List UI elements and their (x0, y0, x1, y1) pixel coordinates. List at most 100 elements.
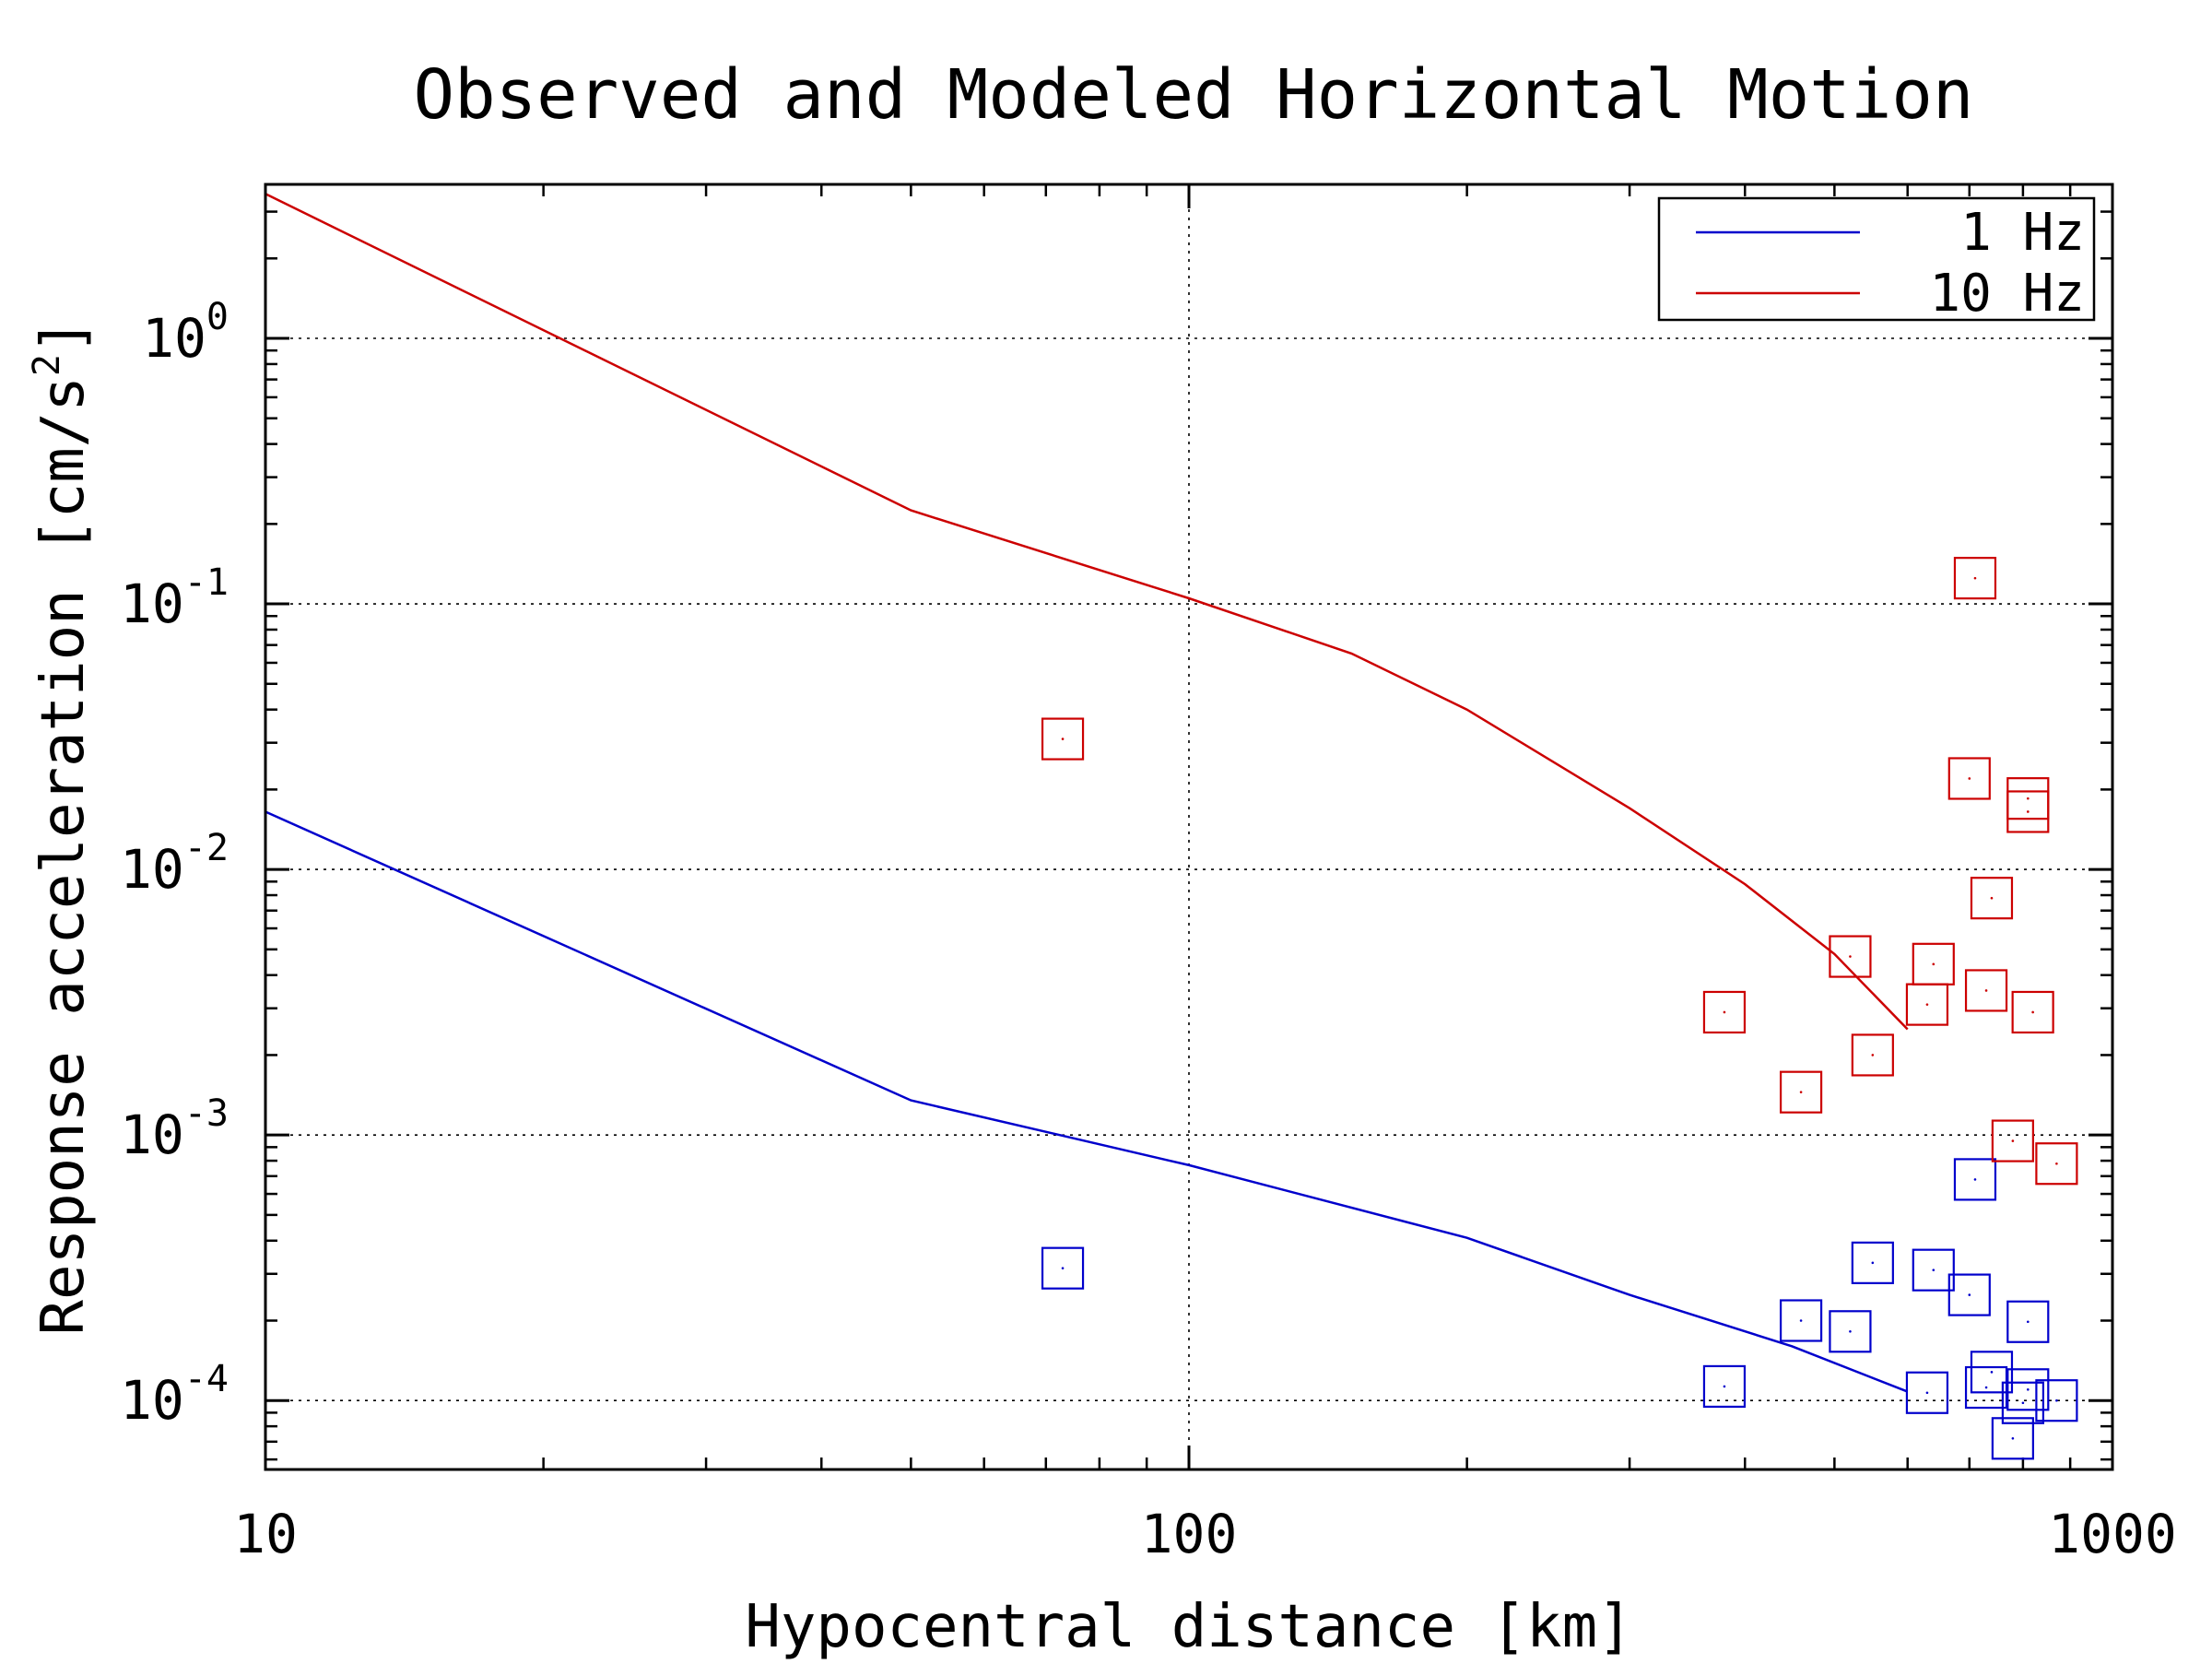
observed-point-1-hz (2006, 1368, 2050, 1411)
observed-point-center-1-hz (2055, 1398, 2058, 1402)
observed-point-center-1-hz (1871, 1261, 1875, 1265)
observed-point-1-hz (2006, 1300, 2050, 1343)
observed-point-10-hz (2011, 990, 2054, 1034)
observed-point-1-hz (1702, 1364, 1747, 1409)
observed-point-10-hz (1964, 969, 2008, 1012)
observed-point-center-10-hz (1925, 1003, 1929, 1006)
y-tick-exponent: -3 (184, 1092, 229, 1135)
y-axis-label: Response acceleration [cm/s2] (26, 319, 98, 1336)
observed-point-center-1-hz (1932, 1269, 1936, 1271)
observed-point-center-10-hz (1932, 962, 1936, 966)
observed-point-1-hz (1964, 1365, 2008, 1410)
observed-point-10-hz (1970, 877, 2014, 920)
observed-point-center-1-hz (1925, 1391, 1929, 1395)
model-line-1-hz (265, 810, 1909, 1393)
observed-point-1-hz (1905, 1371, 1949, 1414)
y-tick-base: 10 (120, 572, 184, 635)
observed-point-1-hz (1991, 1417, 2034, 1460)
y-axis-label-suffix: ] (29, 319, 98, 355)
observed-point-center-10-hz (1973, 576, 1977, 580)
observed-points (1041, 557, 2078, 1460)
y-tick-base: 10 (120, 838, 184, 901)
y-tick-label: 10-3 (120, 1092, 229, 1166)
observed-point-10-hz (1947, 757, 1991, 800)
observed-point-center-1-hz (2027, 1387, 2030, 1391)
observed-point-center-1-hz (2021, 1401, 2025, 1405)
observed-point-1-hz (1779, 1299, 1823, 1342)
y-tick-exponent: -1 (184, 561, 229, 604)
observed-point-10-hz (1041, 717, 1085, 761)
observed-point-center-10-hz (2011, 1139, 2015, 1142)
observed-point-center-10-hz (2027, 797, 2030, 800)
observed-point-center-10-hz (1968, 777, 1971, 780)
observed-point-1-hz (2001, 1381, 2044, 1424)
observed-point-center-10-hz (1723, 1010, 1726, 1014)
observed-point-10-hz (2035, 1142, 2078, 1186)
observed-point-10-hz (1991, 1119, 2034, 1162)
observed-point-10-hz (2006, 790, 2050, 833)
y-tick-exponent: -4 (184, 1358, 229, 1400)
observed-point-center-1-hz (2011, 1437, 2015, 1440)
observed-point-center-10-hz (1871, 1054, 1875, 1056)
y-tick-exponent: 0 (206, 296, 229, 338)
observed-point-10-hz (1702, 990, 1747, 1034)
observed-point-10-hz (1779, 1070, 1823, 1114)
observed-point-1-hz (1912, 1248, 1955, 1292)
x-tick-label: 100 (1141, 1503, 1238, 1565)
model-line-10-hz (265, 193, 1909, 1031)
legend-label-10-hz: 10 Hz (1929, 264, 2085, 324)
legend-box (1657, 196, 2096, 322)
y-tick-label: 100 (142, 296, 229, 370)
observed-point-10-hz (1953, 557, 1997, 600)
y-axis-label-superscript: 2 (26, 354, 68, 376)
observed-point-center-1-hz (2027, 1320, 2030, 1324)
y-tick-label: 10-2 (120, 827, 229, 901)
observed-point-center-10-hz (1849, 955, 1852, 958)
observed-point-center-1-hz (1968, 1293, 1971, 1296)
observed-point-10-hz (1829, 935, 1872, 978)
observed-point-center-1-hz (1723, 1385, 1726, 1388)
observed-point-1-hz (1851, 1241, 1894, 1284)
observed-point-1-hz (1829, 1310, 1872, 1353)
y-tick-exponent: -2 (184, 827, 229, 869)
observed-point-center-1-hz (1984, 1386, 1988, 1389)
observed-point-1-hz (1953, 1158, 1997, 1201)
observed-point-1-hz (1041, 1246, 1085, 1290)
observed-point-center-1-hz (1061, 1267, 1065, 1269)
x-tick-labels: 10 100 1000 (233, 1503, 2177, 1565)
observed-point-10-hz (1851, 1033, 1894, 1077)
x-axis-label: Hypocentral distance [km] (745, 1593, 1632, 1659)
grid-lines (265, 184, 2112, 1469)
observed-point-center-1-hz (1973, 1178, 1977, 1181)
y-tick-label: 10-1 (120, 561, 229, 635)
observed-point-10-hz (1912, 942, 1955, 985)
observed-point-center-10-hz (1061, 738, 1065, 740)
y-tick-base: 10 (120, 1103, 184, 1166)
observed-point-center-10-hz (2031, 1010, 2034, 1014)
observed-point-1-hz (2035, 1379, 2078, 1422)
y-tick-base: 10 (120, 1369, 184, 1432)
chart-title: Observed and Modeled Horizontal Motion (414, 55, 1974, 135)
legend-label-1-hz: 1 Hz (1960, 203, 2085, 263)
observed-point-center-10-hz (2027, 810, 2030, 813)
x-tick-label: 10 (233, 1503, 298, 1565)
observed-point-center-10-hz (1799, 1091, 1803, 1093)
model-lines (265, 193, 1909, 1393)
observed-point-1-hz (1970, 1351, 2014, 1394)
y-tick-label: 10-4 (120, 1358, 229, 1432)
observed-point-center-10-hz (1984, 989, 1988, 992)
y-tick-base: 10 (142, 307, 206, 370)
observed-point-1-hz (1947, 1273, 1991, 1316)
x-tick-label: 1000 (2048, 1503, 2177, 1565)
observed-point-center-1-hz (1799, 1319, 1803, 1322)
observed-point-center-1-hz (1849, 1329, 1852, 1333)
observed-point-center-10-hz (2055, 1162, 2058, 1165)
plot-frame (264, 183, 2114, 1471)
observed-point-center-10-hz (1990, 896, 1994, 900)
y-axis-label-main: Response acceleration [cm/s (29, 376, 98, 1335)
observed-point-center-1-hz (1990, 1371, 1994, 1374)
